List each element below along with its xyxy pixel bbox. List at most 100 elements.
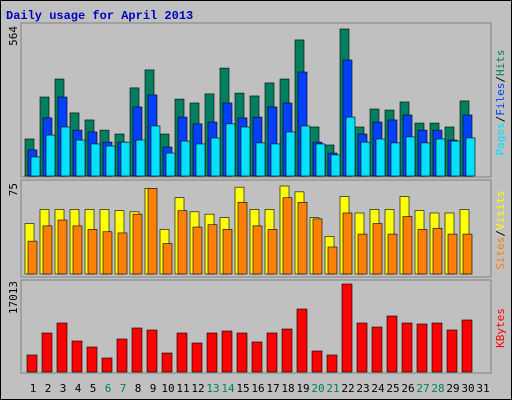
legend-separator: /: [494, 76, 507, 83]
bar: [162, 243, 173, 275]
x-tick-label: 12: [191, 382, 204, 395]
bar: [57, 219, 68, 275]
x-tick-label: 18: [281, 382, 294, 395]
bar: [87, 229, 98, 275]
x-tick-label: 19: [296, 382, 309, 395]
bar: [432, 227, 443, 275]
bar: [30, 156, 41, 177]
x-tick-label: 5: [90, 382, 97, 395]
bar: [402, 216, 413, 275]
bar: [72, 225, 83, 275]
bar: [267, 229, 278, 275]
bar: [75, 139, 86, 177]
bar: [342, 212, 353, 275]
bar: [296, 308, 308, 373]
bar: [240, 126, 251, 177]
bar: [150, 125, 161, 177]
legend: KBytes: [494, 308, 507, 348]
bar: [311, 350, 323, 373]
bar: [372, 223, 383, 275]
x-tick-label: 8: [135, 382, 142, 395]
bar: [252, 225, 263, 275]
y-tick-label: 17013: [7, 281, 20, 314]
bar: [435, 138, 446, 177]
bar: [90, 143, 101, 177]
bar: [462, 233, 473, 275]
bar: [27, 240, 38, 275]
bar: [447, 233, 458, 275]
bar: [237, 202, 248, 275]
x-tick-label: 4: [75, 382, 82, 395]
x-tick-label: 7: [120, 382, 127, 395]
chart-title: Daily usage for April 2013: [6, 9, 193, 23]
bar: [176, 332, 188, 373]
legend-entry: Hits: [494, 50, 507, 77]
bar: [180, 140, 191, 177]
bar: [360, 141, 371, 177]
x-tick-label: 15: [236, 382, 249, 395]
x-tick-label: 20: [311, 382, 324, 395]
x-tick-label: 24: [371, 382, 385, 395]
bar: [191, 342, 203, 373]
bar: [327, 246, 338, 275]
bar: [116, 338, 128, 373]
legend: Pages/Files/Hits: [494, 50, 507, 156]
bar: [251, 341, 263, 373]
bar: [357, 233, 368, 275]
bar: [387, 233, 398, 275]
x-tick-label: 31: [476, 382, 489, 395]
bar: [401, 322, 413, 373]
legend: Sites/Visits: [494, 190, 507, 270]
bar: [315, 143, 326, 177]
bar: [101, 357, 113, 373]
bar: [417, 229, 428, 275]
x-tick-label: 25: [386, 382, 399, 395]
legend-entry: Files: [494, 83, 507, 116]
x-tick-label: 29: [446, 382, 459, 395]
bar: [146, 329, 158, 373]
x-tick-label: 30: [461, 382, 474, 395]
bar: [195, 143, 206, 177]
bar: [281, 328, 293, 373]
bar: [135, 139, 146, 177]
bar: [45, 134, 56, 177]
y-tick-label: 564: [7, 26, 20, 46]
bar: [386, 315, 398, 373]
legend-entry: Sites: [494, 237, 507, 270]
bar: [356, 322, 368, 373]
x-tick-label: 9: [150, 382, 157, 395]
bar: [210, 137, 221, 177]
x-tick-label: 22: [341, 382, 354, 395]
legend-separator: /: [494, 116, 507, 123]
bar: [282, 197, 293, 275]
x-tick-label: 2: [45, 382, 52, 395]
bar: [177, 210, 188, 275]
bar: [102, 231, 113, 275]
x-tick-label: 16: [251, 382, 264, 395]
bar: [117, 232, 128, 275]
bar: [165, 152, 176, 177]
bar: [56, 322, 68, 373]
bar: [297, 202, 308, 275]
bar: [120, 141, 131, 177]
bar: [330, 154, 341, 177]
bar: [270, 143, 281, 177]
x-tick-label: 21: [326, 382, 339, 395]
bar: [450, 140, 461, 177]
x-tick-label: 3: [60, 382, 67, 395]
bar: [207, 224, 218, 275]
bar: [266, 332, 278, 373]
x-tick-label: 1: [30, 382, 37, 395]
bar: [371, 326, 383, 373]
bar: [461, 319, 473, 373]
x-tick-label: 6: [105, 382, 112, 395]
bar: [300, 125, 311, 177]
x-tick-label: 17: [266, 382, 279, 395]
legend-entry: Pages: [494, 122, 507, 155]
bar: [416, 323, 428, 373]
bar: [255, 142, 266, 177]
bar: [131, 327, 143, 373]
x-tick-label: 28: [431, 382, 444, 395]
bar: [42, 225, 53, 275]
